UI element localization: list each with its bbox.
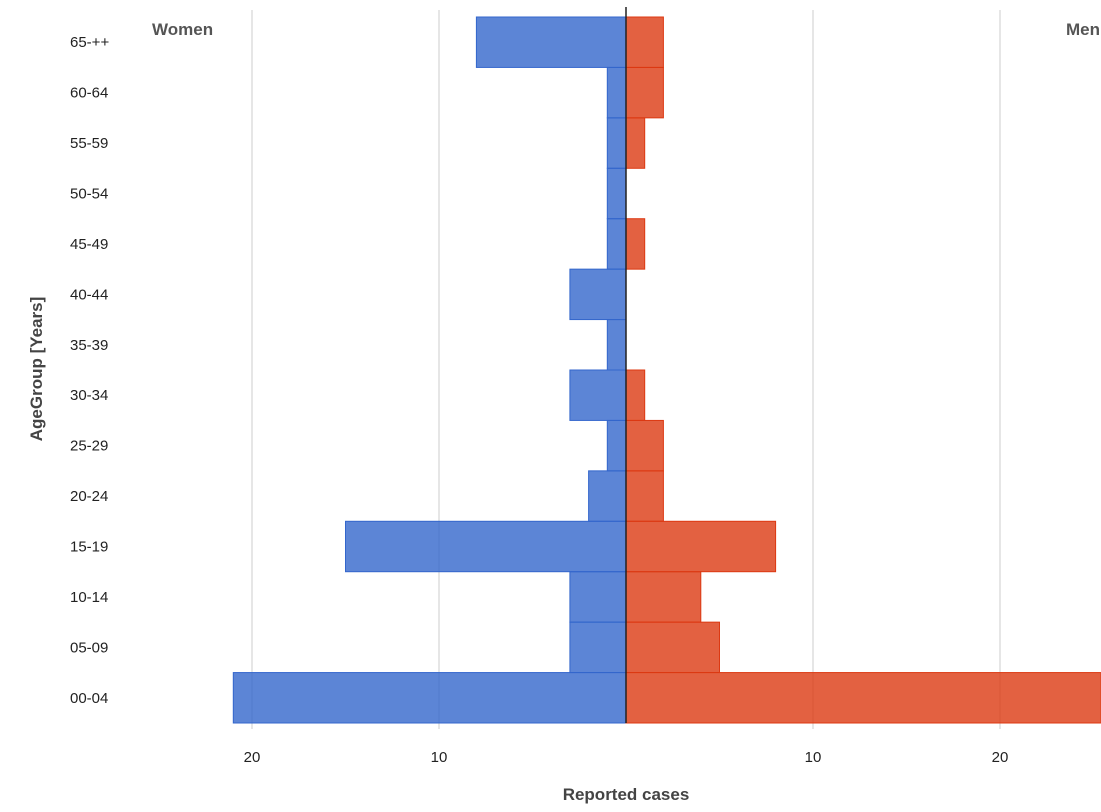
bar-women-25-29[interactable]	[606, 419, 627, 472]
y-tick-label: 00-04	[70, 690, 108, 707]
bar-men-45-49[interactable]	[625, 218, 646, 270]
bar-women-00-04[interactable]	[232, 672, 627, 724]
bar-men-20-24[interactable]	[625, 470, 664, 522]
y-tick-label: 60-64	[70, 85, 108, 102]
y-tick-label: 65-++	[70, 34, 109, 51]
y-tick-label: 30-34	[70, 387, 108, 404]
women-series-label: Women	[152, 20, 213, 39]
y-tick-label: 05-09	[70, 639, 108, 656]
men-series-label: Men	[1066, 20, 1100, 39]
bar-men-65-++[interactable]	[625, 16, 664, 68]
y-axis-title: AgeGroup [Years]	[27, 297, 46, 442]
bar-men-10-14[interactable]	[625, 571, 702, 623]
x-axis-title: Reported cases	[563, 785, 690, 804]
bar-women-30-34[interactable]	[569, 369, 627, 421]
bar-men-55-59[interactable]	[625, 117, 646, 169]
bar-women-20-24[interactable]	[588, 470, 627, 522]
bar-men-30-34[interactable]	[625, 369, 646, 421]
x-tick-label: 20	[244, 749, 261, 766]
x-tick-label: 20	[992, 749, 1009, 766]
bar-men-25-29[interactable]	[625, 419, 664, 472]
y-tick-label: 35-39	[70, 337, 108, 354]
bar-women-45-49[interactable]	[606, 218, 627, 270]
bars-layer	[232, 16, 1101, 724]
bar-women-05-09[interactable]	[569, 621, 627, 674]
x-tick-label: 10	[805, 749, 822, 766]
bar-men-05-09[interactable]	[625, 621, 720, 674]
grid-layer	[251, 10, 1001, 729]
y-tick-label: 25-29	[70, 438, 108, 455]
bar-women-15-19[interactable]	[345, 520, 627, 573]
bar-men-15-19[interactable]	[625, 520, 777, 573]
bar-women-65-++[interactable]	[475, 16, 627, 68]
y-tick-label: 40-44	[70, 286, 108, 303]
bar-women-60-64[interactable]	[606, 66, 627, 119]
y-tick-label: 15-19	[70, 539, 108, 556]
y-tick-label: 45-49	[70, 236, 108, 253]
bar-men-60-64[interactable]	[625, 66, 664, 119]
bar-women-35-39[interactable]	[606, 319, 627, 371]
y-tick-label: 55-59	[70, 135, 108, 152]
bar-women-55-59[interactable]	[606, 117, 627, 169]
bar-women-50-54[interactable]	[606, 167, 627, 220]
y-tick-label: 10-14	[70, 589, 108, 606]
labels-layer: Women Men Reported cases AgeGroup [Years…	[27, 20, 1100, 804]
bar-men-00-04[interactable]	[625, 672, 1101, 724]
bar-women-10-14[interactable]	[569, 571, 627, 623]
x-tick-label: 10	[431, 749, 448, 766]
bar-women-40-44[interactable]	[569, 268, 627, 321]
y-tick-label: 20-24	[70, 488, 108, 505]
y-tick-label: 50-54	[70, 186, 108, 203]
